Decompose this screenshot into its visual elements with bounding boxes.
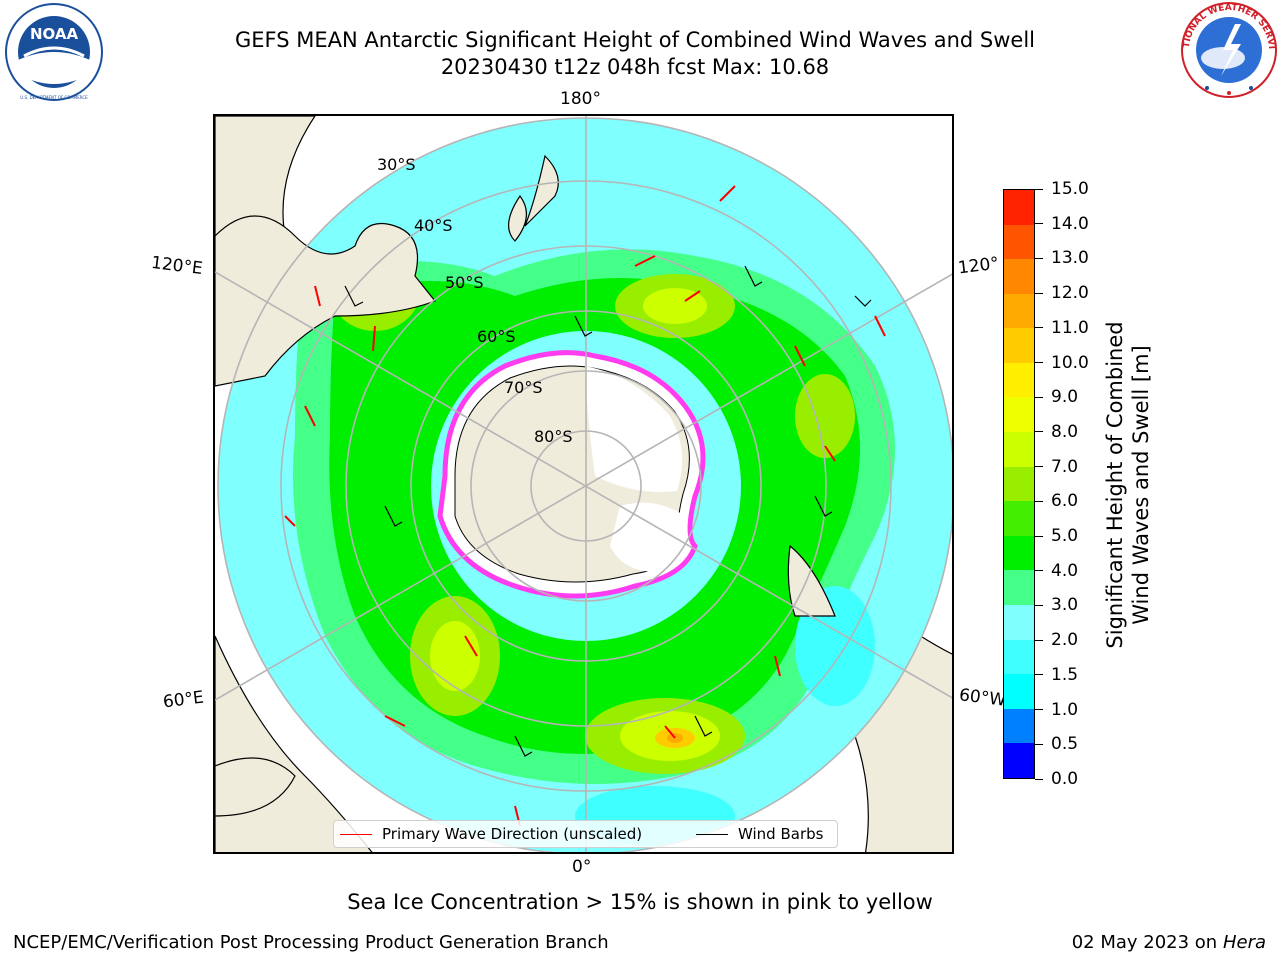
host-name: Hera [1222,932,1266,953]
colorbar-tick: 0.5 [1035,734,1078,754]
polar-map: 30°S 40°S 50°S 60°S 70°S 80°S Primary Wa… [213,114,954,854]
lon-label-60e: 60°E [161,687,205,713]
colorbar-segment [1004,674,1034,709]
legend-primary-wave-label: Primary Wave Direction (unscaled) [382,825,643,843]
colorbar-label: Significant Height of Combined Wind Wave… [1102,321,1154,648]
graticule [215,116,952,852]
map-svg: 30°S 40°S 50°S 60°S 70°S 80°S [215,116,952,852]
colorbar-segment [1004,466,1034,502]
nws-logo: NATIONAL WEATHER SERVICE [1177,0,1277,98]
lon-label-60w: 60°W [957,685,1007,711]
land-in-disk [215,154,836,617]
colorbar-segment [1004,432,1034,467]
noaa-logo: NOAA U.S. DEPARTMENT OF COMMERCE [5,3,103,101]
colorbar-segment [1004,605,1034,640]
sea-ice-note: Sea Ice Concentration > 15% is shown in … [347,890,933,914]
colorbar-label-line2: Wind Waves and Swell [m] [1129,345,1153,625]
colorbar-tick: 8.0 [1035,422,1078,442]
colorbar-segment [1004,293,1034,329]
lon-label-180: 180° [560,89,601,109]
lon-label-120w: 120° [956,253,1001,279]
colorbar-segment [1004,328,1034,363]
colorbar-tick: 9.0 [1035,387,1078,407]
noaa-logo-text: NOAA [30,25,79,43]
lat-label-40: 40°S [414,216,453,235]
colorbar-segment [1004,639,1034,675]
colorbar-tick: 14.0 [1035,214,1089,234]
colorbar-segment [1004,535,1034,571]
lat-label-30: 30°S [377,155,416,174]
colorbar-tick: 13.0 [1035,248,1089,268]
wave-direction-arrows [284,185,886,827]
lon-label-0: 0° [572,857,592,877]
lat-label-80: 80°S [534,427,573,446]
map-legend: Primary Wave Direction (unscaled) Wind B… [333,820,838,848]
latitude-labels: 30°S 40°S 50°S 60°S 70°S 80°S [377,155,573,446]
colorbar-tick: 10.0 [1035,353,1089,373]
colorbar-tick: 0.0 [1035,769,1078,789]
colorbar-tick: 11.0 [1035,318,1089,338]
legend-wind-barbs: Wind Barbs [696,825,823,843]
colorbar-segment [1004,362,1034,398]
date-text: 02 May 2023 on Hera [1072,932,1266,953]
colorbar-tick: 3.0 [1035,595,1078,615]
lat-label-60: 60°S [477,327,516,346]
svg-text:U.S. DEPARTMENT OF COMMERCE: U.S. DEPARTMENT OF COMMERCE [20,95,88,100]
colorbar-tick: 12.0 [1035,283,1089,303]
colorbar-label-line1: Significant Height of Combined [1103,321,1127,649]
lat-label-50: 50°S [445,273,484,292]
wind-barbs [344,265,872,757]
colorbar-tick: 15.0 [1035,179,1089,199]
colorbar-tick: 4.0 [1035,561,1078,581]
colorbar-segment [1004,224,1034,260]
colorbar-segment [1004,259,1034,294]
chart-subtitle: 20230430 t12z 048h fcst Max: 10.68 [440,55,830,79]
lon-label-120e: 120°E [149,252,204,280]
credit-text: NCEP/EMC/Verification Post Processing Pr… [13,932,609,953]
colorbar-segment [1004,501,1034,536]
colorbar-tick: 2.0 [1035,630,1078,650]
colorbar-segment [1004,708,1034,744]
colorbar-segment [1004,397,1034,433]
legend-primary-wave-swatch [340,833,372,835]
colorbar-tick: 5.0 [1035,526,1078,546]
date-value: 02 May 2023 on [1071,932,1218,953]
legend-wind-barbs-label: Wind Barbs [738,825,824,843]
legend-primary-wave: Primary Wave Direction (unscaled) [340,825,642,843]
colorbar-tick: 7.0 [1035,457,1078,477]
colorbar-segment [1004,189,1034,225]
colorbar-segment [1004,570,1034,606]
chart-title: GEFS MEAN Antarctic Significant Height o… [234,28,1036,52]
legend-wind-barbs-swatch [696,833,728,835]
colorbar-tick: 1.5 [1035,665,1078,685]
colorbar-tick: 6.0 [1035,491,1078,511]
colorbar [1003,189,1035,779]
colorbar-segment [1004,743,1034,778]
colorbar-tick: 1.0 [1035,700,1078,720]
lat-label-70: 70°S [504,378,543,397]
